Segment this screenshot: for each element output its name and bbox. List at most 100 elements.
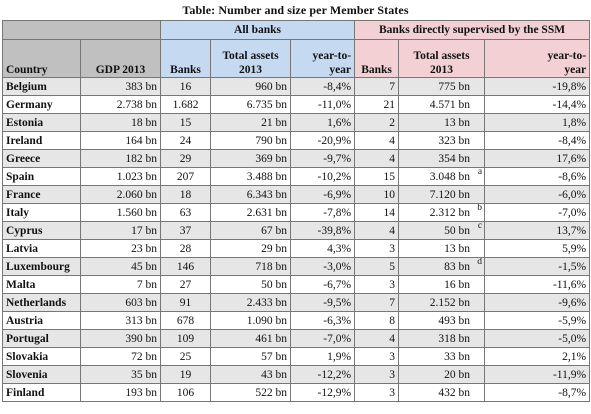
cell-total-assets: 522 bn (210, 383, 291, 402)
cell-country: Portugal (2, 329, 81, 348)
cell-yoy: -7,8% (289, 203, 356, 222)
cell-ssm-total-assets: 493 bn (398, 311, 486, 330)
cell-banks: 25 (160, 347, 211, 366)
cell-ssm-total-assets: 20 bn (398, 365, 486, 384)
cell-ssm-total-assets: 50 bn c (398, 221, 486, 240)
cell-ssm-total-assets: 33 bn (398, 347, 486, 366)
cell-total-assets: 6.343 bn (210, 185, 291, 204)
table-row: Greece 182 bn 29 369 bn -9,7% 4 354 bn 17,6% (2, 149, 591, 168)
cell-total-assets: 2.631 bn (210, 203, 291, 222)
cell-gdp: 35 bn (80, 365, 161, 384)
cell-banks: 29 (160, 149, 211, 168)
member-states-table: All banks Banks directly supervised by t… (2, 20, 591, 402)
cell-gdp: 164 bn (80, 131, 161, 150)
cell-banks: 16 (160, 77, 211, 96)
cell-ssm-total-assets: 4.571 bn (398, 95, 486, 114)
cell-gdp: 603 bn (80, 293, 161, 312)
cell-country: Ireland (2, 131, 81, 150)
cell-ssm-yoy: -1,5% (484, 257, 591, 276)
cell-ssm-banks: 3 (354, 347, 400, 366)
table-row: Belgium 383 bn 16 960 bn -8,4% 7 775 bn -19,8% (2, 77, 591, 96)
cell-banks: 109 (160, 329, 211, 348)
table-row: Germany 2.738 bn 1.682 6.735 bn -11,0% 21 4.57… (2, 95, 591, 114)
cell-ssm-total-assets: 432 bn (398, 383, 486, 402)
cell-ssm-banks: 5 (354, 257, 400, 276)
cell-total-assets: 461 bn (210, 329, 291, 348)
cell-ssm-total-assets: 354 bn (398, 149, 486, 168)
cell-yoy: -20,9% (289, 131, 356, 150)
cell-ssm-banks: 4 (354, 221, 400, 240)
footnote-marker: d (477, 257, 483, 268)
cell-yoy: -10,2% (289, 167, 356, 186)
cell-yoy: -7,0% (289, 329, 356, 348)
cell-country: Italy (2, 203, 81, 222)
cell-ssm-banks: 21 (354, 95, 400, 114)
cell-total-assets: 790 bn (210, 131, 291, 150)
cell-ssm-yoy: -11,6% (484, 275, 591, 294)
table-row: Finland 193 bn 106 522 bn -12,9% 3 432 bn -8,7% (2, 383, 591, 402)
table-title: Table: Number and size per Member States (182, 3, 409, 17)
cell-yoy: -39,8% (289, 221, 356, 240)
table-row: Austria 313 bn 678 1.090 bn -6,3% 8 493 bn -5,9… (2, 311, 591, 330)
cell-gdp: 383 bn (80, 77, 161, 96)
cell-country: France (2, 185, 81, 204)
table-row: Latvia 23 bn 28 29 bn 4,3% 3 13 bn 5,9% (2, 239, 591, 258)
cell-gdp: 7 bn (80, 275, 161, 294)
cell-ssm-yoy: 2,1% (484, 347, 591, 366)
cell-banks: 146 (160, 257, 211, 276)
cell-country: Greece (2, 149, 81, 168)
footnote-marker: c (477, 221, 483, 232)
cell-ssm-total-assets: 7.120 bn (398, 185, 486, 204)
table-row: Cyprus 17 bn 37 67 bn -39,8% 4 50 bn c 13,7% (2, 221, 591, 240)
cell-ssm-total-assets: 16 bn (398, 275, 486, 294)
cell-ssm-banks: 3 (354, 275, 400, 294)
cell-gdp: 1.023 bn (80, 167, 161, 186)
cell-banks: 27 (160, 275, 211, 294)
cell-yoy: -11,0% (289, 95, 356, 114)
cell-ssm-yoy: -8,6% (484, 167, 591, 186)
table-row: Portugal 390 bn 109 461 bn -7,0% 4 318 bn -5,0% (2, 329, 591, 348)
cell-ssm-banks: 10 (354, 185, 400, 204)
cell-ssm-total-assets: 83 bn d (398, 257, 486, 276)
cell-gdp: 17 bn (80, 221, 161, 240)
cell-banks: 63 (160, 203, 211, 222)
col-header-country: Country (2, 39, 81, 78)
cell-total-assets: 6.735 bn (210, 95, 291, 114)
col-header-gdp: GDP 2013 (80, 39, 161, 78)
cell-gdp: 193 bn (80, 383, 161, 402)
cell-gdp: 1.560 bn (80, 203, 161, 222)
cell-ssm-banks: 3 (354, 239, 400, 258)
cell-yoy: -12,9% (289, 383, 356, 402)
cell-yoy: -9,5% (289, 293, 356, 312)
table-row: Spain 1.023 bn 207 3.488 bn -10,2% 15 3.048 bn… (2, 167, 591, 186)
cell-banks: 91 (160, 293, 211, 312)
cell-yoy: -6,3% (289, 311, 356, 330)
cell-ssm-yoy: -5,9% (484, 311, 591, 330)
table-row: Estonia 18 bn 15 21 bn 1,6% 2 13 bn 1,8% (2, 113, 591, 132)
cell-ssm-total-assets: 323 bn (398, 131, 486, 150)
cell-ssm-yoy: -8,7% (484, 383, 591, 402)
cell-gdp: 45 bn (80, 257, 161, 276)
cell-ssm-banks: 3 (354, 383, 400, 402)
cell-yoy: -6,7% (289, 275, 356, 294)
table-row: Italy 1.560 bn 63 2.631 bn -7,8% 14 2.312 bn b -… (2, 203, 591, 222)
cell-country: Malta (2, 275, 81, 294)
cell-gdp: 2.738 bn (80, 95, 161, 114)
cell-gdp: 18 bn (80, 113, 161, 132)
cell-ssm-banks: 7 (354, 293, 400, 312)
cell-total-assets: 2.433 bn (210, 293, 291, 312)
cell-banks: 18 (160, 185, 211, 204)
cell-country: Slovakia (2, 347, 81, 366)
cell-yoy: -12,2% (289, 365, 356, 384)
cell-ssm-yoy: -7,0% (484, 203, 591, 222)
col-header-ssm-banks: Banks (354, 39, 400, 78)
cell-ssm-yoy: -19,8% (484, 77, 591, 96)
cell-ssm-total-assets: 2.312 bn b (398, 203, 486, 222)
cell-gdp: 390 bn (80, 329, 161, 348)
table-row: France 2.060 bn 18 6.343 bn -6,9% 10 7.120 bn -… (2, 185, 591, 204)
cell-ssm-banks: 14 (354, 203, 400, 222)
cell-country: Netherlands (2, 293, 81, 312)
group-header-ssm: Banks directly supervised by the SSM (354, 20, 591, 40)
cell-yoy: 1,9% (289, 347, 356, 366)
cell-yoy: -9,7% (289, 149, 356, 168)
